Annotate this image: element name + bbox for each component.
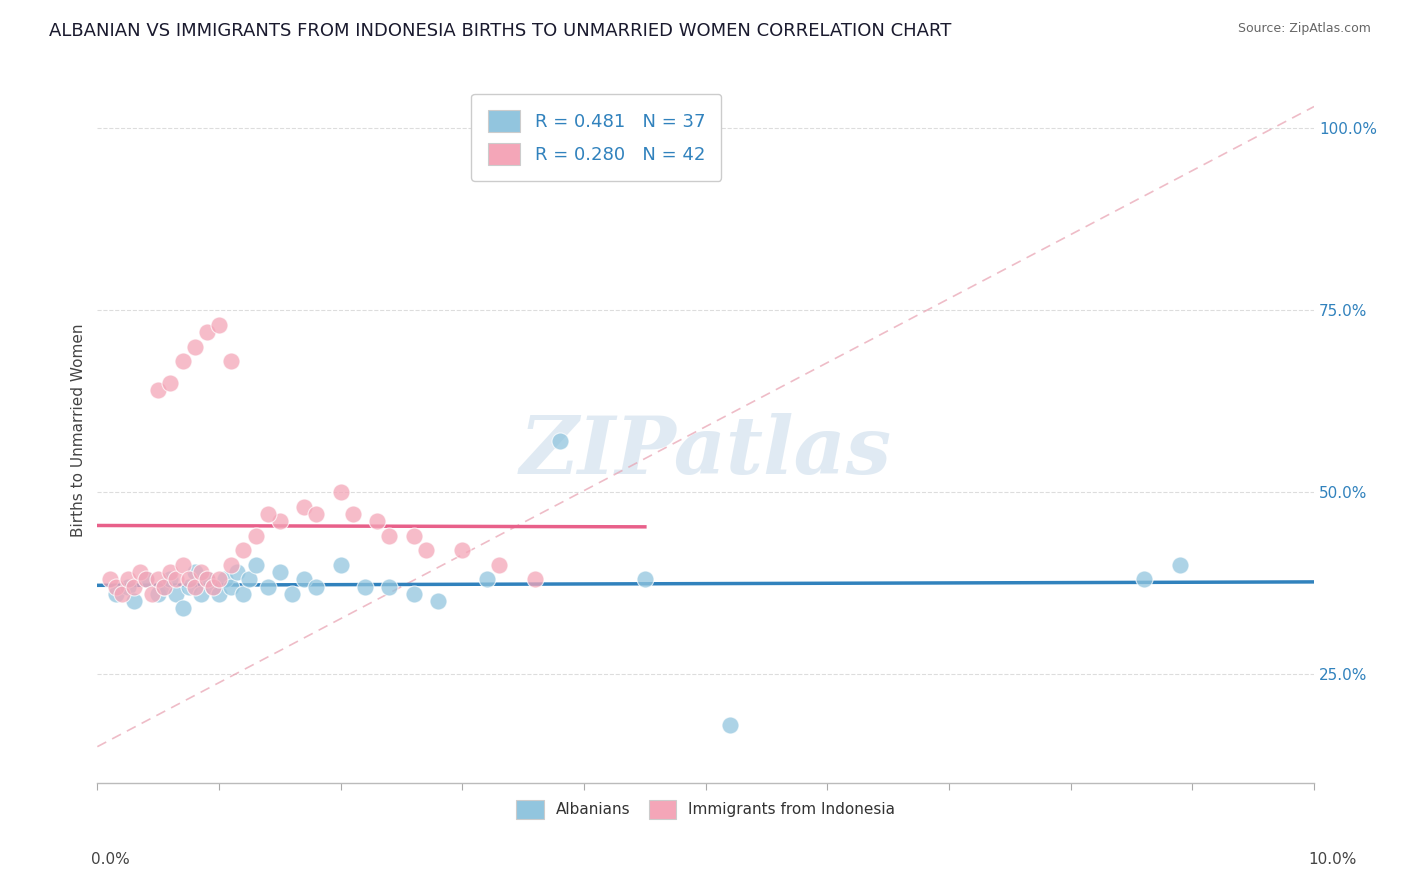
Point [201, 580, 224, 594]
Y-axis label: Births to Unmarried Women: Births to Unmarried Women [72, 324, 86, 537]
Point [183, 565, 205, 579]
Point [245, 558, 267, 572]
Point [256, 507, 278, 521]
Point [159, 573, 181, 587]
Point [402, 587, 425, 601]
Point [232, 587, 254, 601]
Point [214, 573, 236, 587]
Point [475, 573, 498, 587]
Point [104, 580, 127, 594]
Legend: Albanians, Immigrants from Indonesia: Albanians, Immigrants from Indonesia [510, 794, 901, 825]
Point [269, 514, 291, 528]
Point [232, 543, 254, 558]
Point [245, 529, 267, 543]
Point [165, 573, 187, 587]
Point [256, 580, 278, 594]
Point [488, 558, 510, 572]
Point [415, 543, 437, 558]
Point [183, 340, 205, 354]
Text: ALBANIAN VS IMMIGRANTS FROM INDONESIA BIRTHS TO UNMARRIED WOMEN CORRELATION CHAR: ALBANIAN VS IMMIGRANTS FROM INDONESIA BI… [49, 22, 952, 40]
Point [148, 573, 170, 587]
Point [524, 573, 547, 587]
Point [148, 383, 170, 397]
Point [195, 325, 218, 339]
Point [292, 573, 315, 587]
Point [219, 580, 242, 594]
Point [172, 601, 194, 615]
Point [378, 580, 401, 594]
Point [548, 434, 571, 449]
Point [1168, 558, 1191, 572]
Point [183, 580, 205, 594]
Point [122, 580, 145, 594]
Point [190, 587, 212, 601]
Point [342, 507, 364, 521]
Point [201, 580, 224, 594]
Point [153, 580, 176, 594]
Point [208, 587, 231, 601]
Text: Source: ZipAtlas.com: Source: ZipAtlas.com [1237, 22, 1371, 36]
Point [402, 529, 425, 543]
Point [292, 500, 315, 514]
Point [329, 558, 352, 572]
Point [111, 587, 134, 601]
Point [159, 565, 181, 579]
Point [165, 587, 187, 601]
Point [634, 573, 657, 587]
Point [305, 507, 328, 521]
Point [219, 354, 242, 368]
Point [305, 580, 328, 594]
Point [378, 529, 401, 543]
Point [153, 580, 176, 594]
Point [219, 558, 242, 572]
Point [281, 587, 304, 601]
Point [427, 594, 450, 608]
Point [172, 558, 194, 572]
Point [329, 485, 352, 500]
Point [135, 573, 157, 587]
Point [195, 573, 218, 587]
Point [141, 587, 163, 601]
Point [177, 573, 200, 587]
Point [238, 573, 260, 587]
Point [451, 543, 474, 558]
Point [117, 573, 139, 587]
Point [129, 565, 152, 579]
Point [98, 573, 121, 587]
Text: 10.0%: 10.0% [1309, 852, 1357, 867]
Point [208, 318, 231, 332]
Point [1132, 573, 1154, 587]
Point [148, 587, 170, 601]
Point [269, 565, 291, 579]
Point [366, 514, 388, 528]
Point [718, 718, 741, 732]
Text: 0.0%: 0.0% [91, 852, 131, 867]
Point [208, 573, 231, 587]
Point [172, 354, 194, 368]
Text: ZIPatlas: ZIPatlas [520, 413, 891, 491]
Point [135, 573, 157, 587]
Point [354, 580, 377, 594]
Point [159, 376, 181, 390]
Point [117, 580, 139, 594]
Point [226, 565, 249, 579]
Point [104, 587, 127, 601]
Point [195, 573, 218, 587]
Point [177, 580, 200, 594]
Point [122, 594, 145, 608]
Point [190, 565, 212, 579]
